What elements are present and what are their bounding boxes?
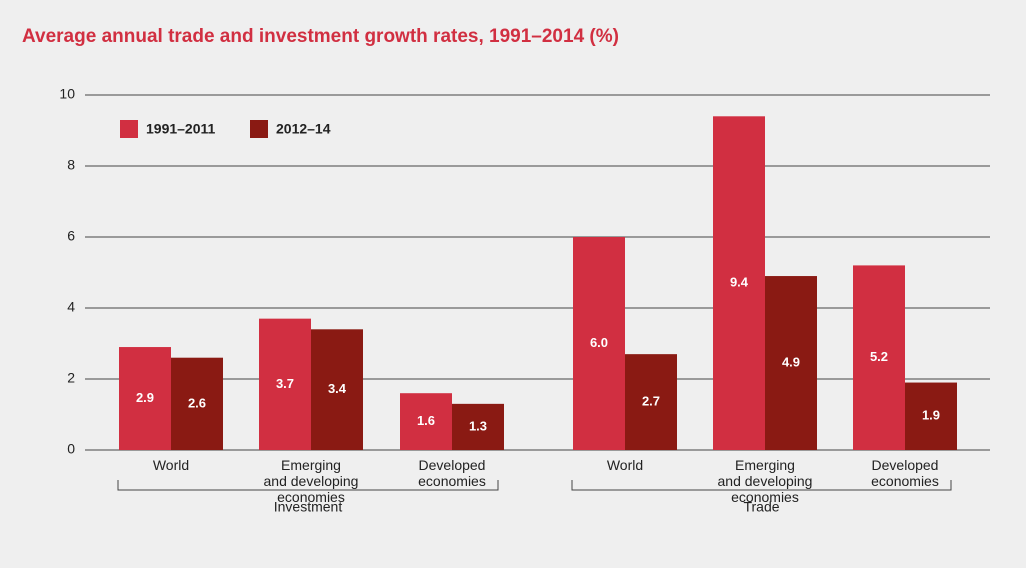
data-label: 4.9 xyxy=(782,354,800,369)
bar xyxy=(259,318,311,450)
y-tick-label: 6 xyxy=(67,228,75,244)
bar xyxy=(171,357,223,450)
chart-title: Average annual trade and investment grow… xyxy=(22,26,619,47)
x-tick-label: World xyxy=(152,457,190,473)
data-label: 3.4 xyxy=(328,381,347,396)
x-tick-label: Emerging and developing economies xyxy=(263,457,359,505)
y-tick-label: 8 xyxy=(67,157,75,173)
x-tick-label: Emerging and developing economies xyxy=(717,457,813,505)
group-label: Investment xyxy=(274,499,343,515)
bar xyxy=(905,382,957,450)
legend-swatch xyxy=(250,120,268,138)
data-label: 3.7 xyxy=(276,376,294,391)
y-tick-label: 0 xyxy=(67,441,75,457)
x-tick-label: World xyxy=(606,457,644,473)
bar xyxy=(853,265,905,450)
legend-label: 1991–2011 xyxy=(146,121,216,137)
y-tick-label: 10 xyxy=(59,86,75,102)
x-tick-label: Developed economies xyxy=(418,457,486,489)
data-label: 2.6 xyxy=(188,395,206,410)
group-label: Trade xyxy=(743,499,779,515)
group-bracket xyxy=(571,480,952,491)
data-label: 5.2 xyxy=(870,349,888,364)
data-label: 2.9 xyxy=(136,390,154,405)
data-label: 6.0 xyxy=(590,335,608,350)
data-label: 9.4 xyxy=(730,275,749,290)
bar xyxy=(452,403,504,450)
bar xyxy=(311,329,363,450)
group-bracket xyxy=(117,480,499,491)
bar xyxy=(713,116,765,451)
data-label: 1.6 xyxy=(417,413,435,428)
data-label: 1.9 xyxy=(922,408,940,423)
bar xyxy=(119,347,171,450)
legend-label: 2012–14 xyxy=(276,121,331,137)
x-tick-label: Developed economies xyxy=(871,457,939,489)
legend-swatch xyxy=(120,120,138,138)
bar xyxy=(625,354,677,450)
data-label: 1.3 xyxy=(469,418,487,433)
y-tick-label: 4 xyxy=(67,299,75,315)
data-label: 2.7 xyxy=(642,394,660,409)
bar xyxy=(400,393,452,450)
bar xyxy=(573,237,625,450)
bar xyxy=(765,276,817,450)
y-tick-label: 2 xyxy=(67,370,75,386)
